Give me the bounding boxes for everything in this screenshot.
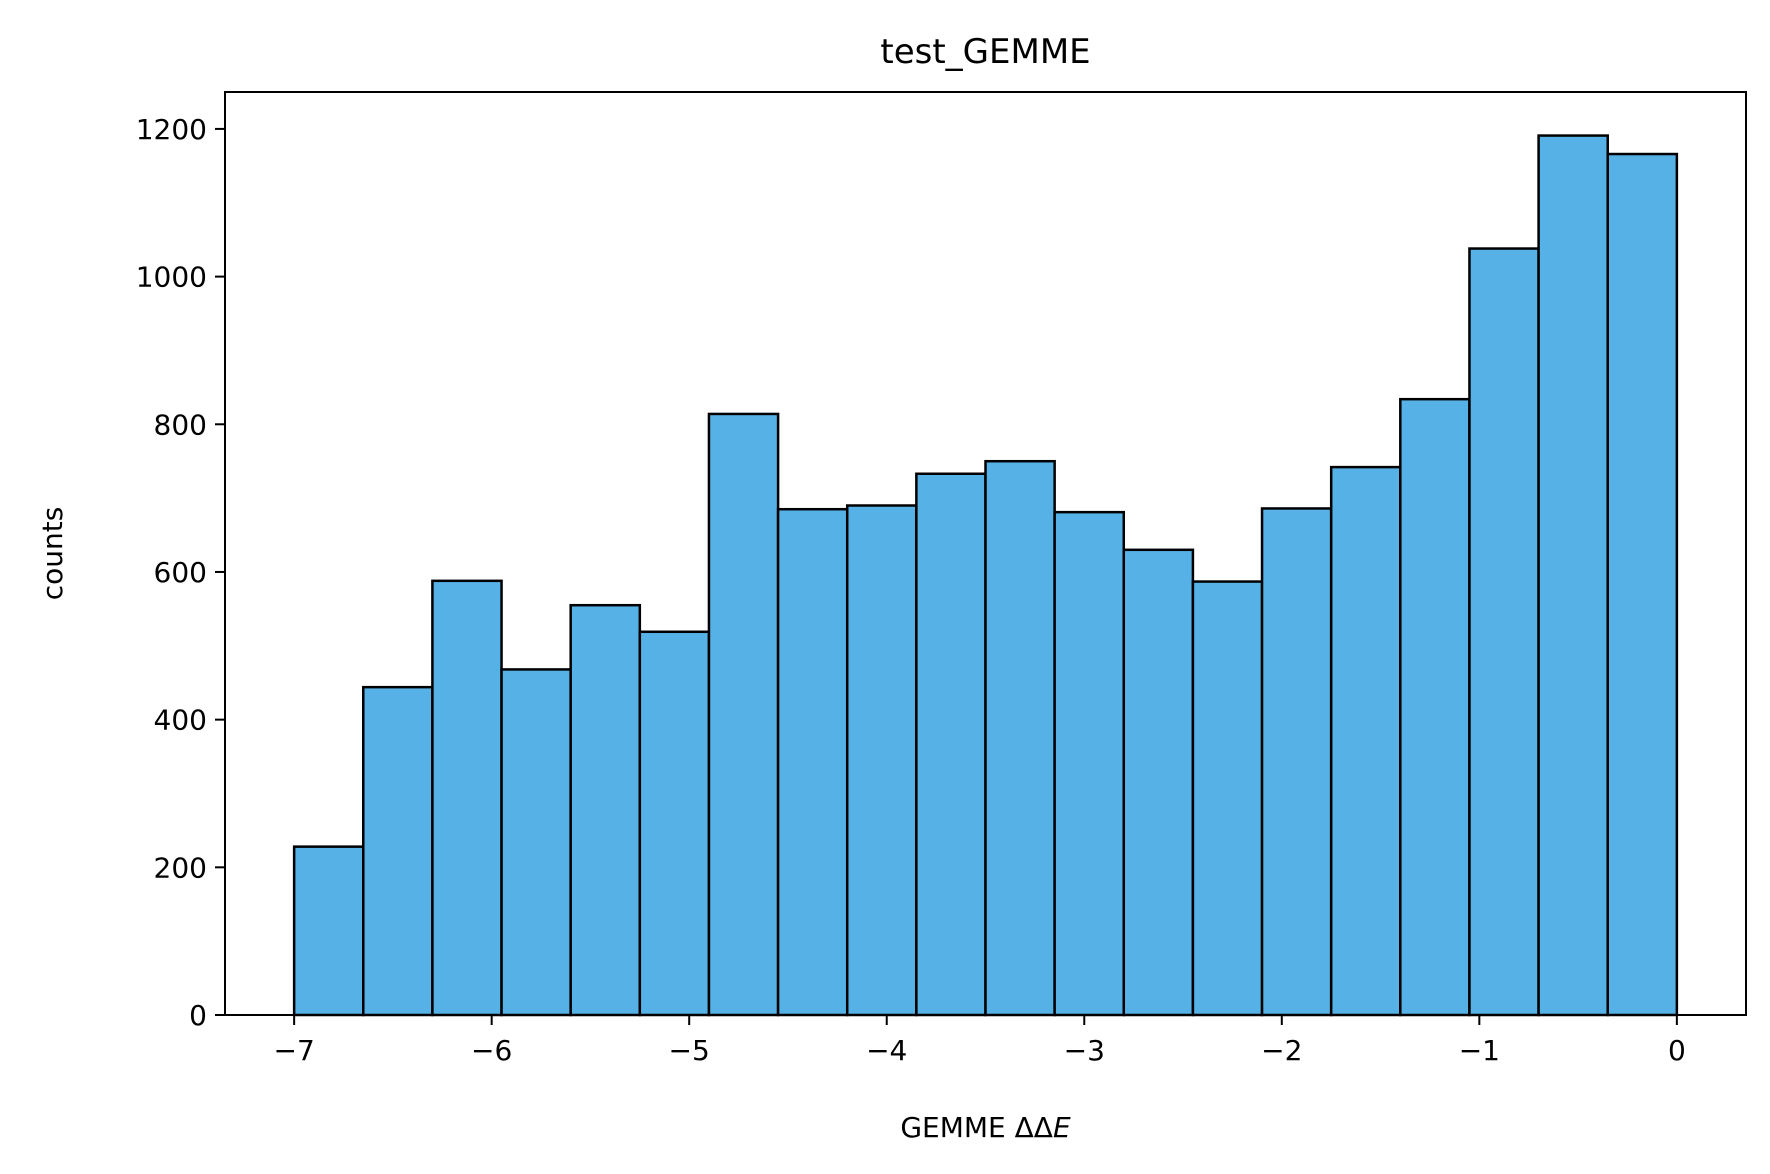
y-tick-label: 1000: [136, 261, 207, 294]
histogram-bar: [707, 412, 780, 1017]
x-tick-label: −2: [1261, 1034, 1302, 1067]
y-tick-label: 200: [154, 851, 207, 884]
histogram-bar: [1329, 465, 1402, 1017]
x-tick-label: −7: [273, 1034, 314, 1067]
histogram-bar: [1053, 510, 1126, 1017]
histogram-bar: [1260, 507, 1333, 1017]
y-axis-ticks: 0 200 400 600 800 1000 1200: [136, 113, 225, 1032]
x-tick-label: −6: [471, 1034, 512, 1067]
y-tick-label: 600: [154, 556, 207, 589]
x-tick-label: 0: [1668, 1034, 1686, 1067]
histogram-bar: [362, 685, 434, 1017]
histogram-bar: [1191, 580, 1264, 1017]
bars-group: [292, 134, 1679, 1017]
histogram-bar: [776, 507, 849, 1017]
histogram-bar: [1399, 397, 1471, 1017]
x-tick-label: −5: [669, 1034, 710, 1067]
histogram-bar: [1537, 134, 1609, 1017]
x-tick-label: −1: [1459, 1034, 1500, 1067]
histogram-bar: [1468, 247, 1540, 1017]
y-axis-label: counts: [36, 507, 69, 601]
x-tick-label: −4: [866, 1034, 907, 1067]
histogram-bar: [984, 459, 1056, 1017]
axes-frame: [224, 91, 1747, 1016]
x-axis-label-prefix: GEMME ΔΔ: [900, 1111, 1053, 1144]
x-tick-label: −3: [1064, 1034, 1105, 1067]
x-axis-label: GEMME ΔΔE: [900, 1111, 1071, 1144]
y-tick-label: 1200: [136, 113, 207, 146]
x-axis-ticks: −7 −6 −5 −4 −3 −2 −1 0: [273, 1015, 1686, 1067]
histogram-bar: [1122, 548, 1195, 1017]
y-tick-label: 400: [154, 704, 207, 737]
y-tick-label: 800: [154, 408, 207, 441]
histogram-bar: [292, 845, 365, 1017]
histogram-bar: [638, 630, 711, 1017]
histogram-bar: [569, 603, 642, 1017]
histogram-bar: [500, 668, 572, 1017]
histogram-bar: [1606, 152, 1679, 1017]
chart-title: test_GEMME: [880, 32, 1090, 72]
histogram-bar: [915, 472, 987, 1017]
x-axis-label-variable: E: [1053, 1111, 1071, 1144]
y-tick-label: 0: [189, 999, 207, 1032]
histogram-bar: [431, 579, 503, 1017]
histogram-bar: [845, 504, 918, 1017]
